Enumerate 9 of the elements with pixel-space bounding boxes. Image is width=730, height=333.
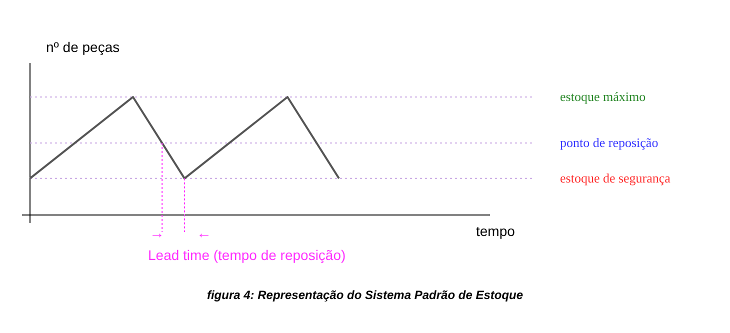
text: ← <box>196 225 212 242</box>
text: Lead time (tempo de reposição) <box>148 247 346 263</box>
y-axis-title: nº de peças <box>46 39 120 55</box>
text: → <box>150 225 164 242</box>
x-axis-title: tempo <box>476 223 516 239</box>
ref-line-label: estoque máximo <box>560 89 646 104</box>
ref-line-label: estoque de segurança <box>560 170 671 186</box>
ref-line-label: ponto de reposição <box>560 135 658 150</box>
text: figura 4: Representação do Sistema Padrão de Estoque <box>206 288 524 302</box>
